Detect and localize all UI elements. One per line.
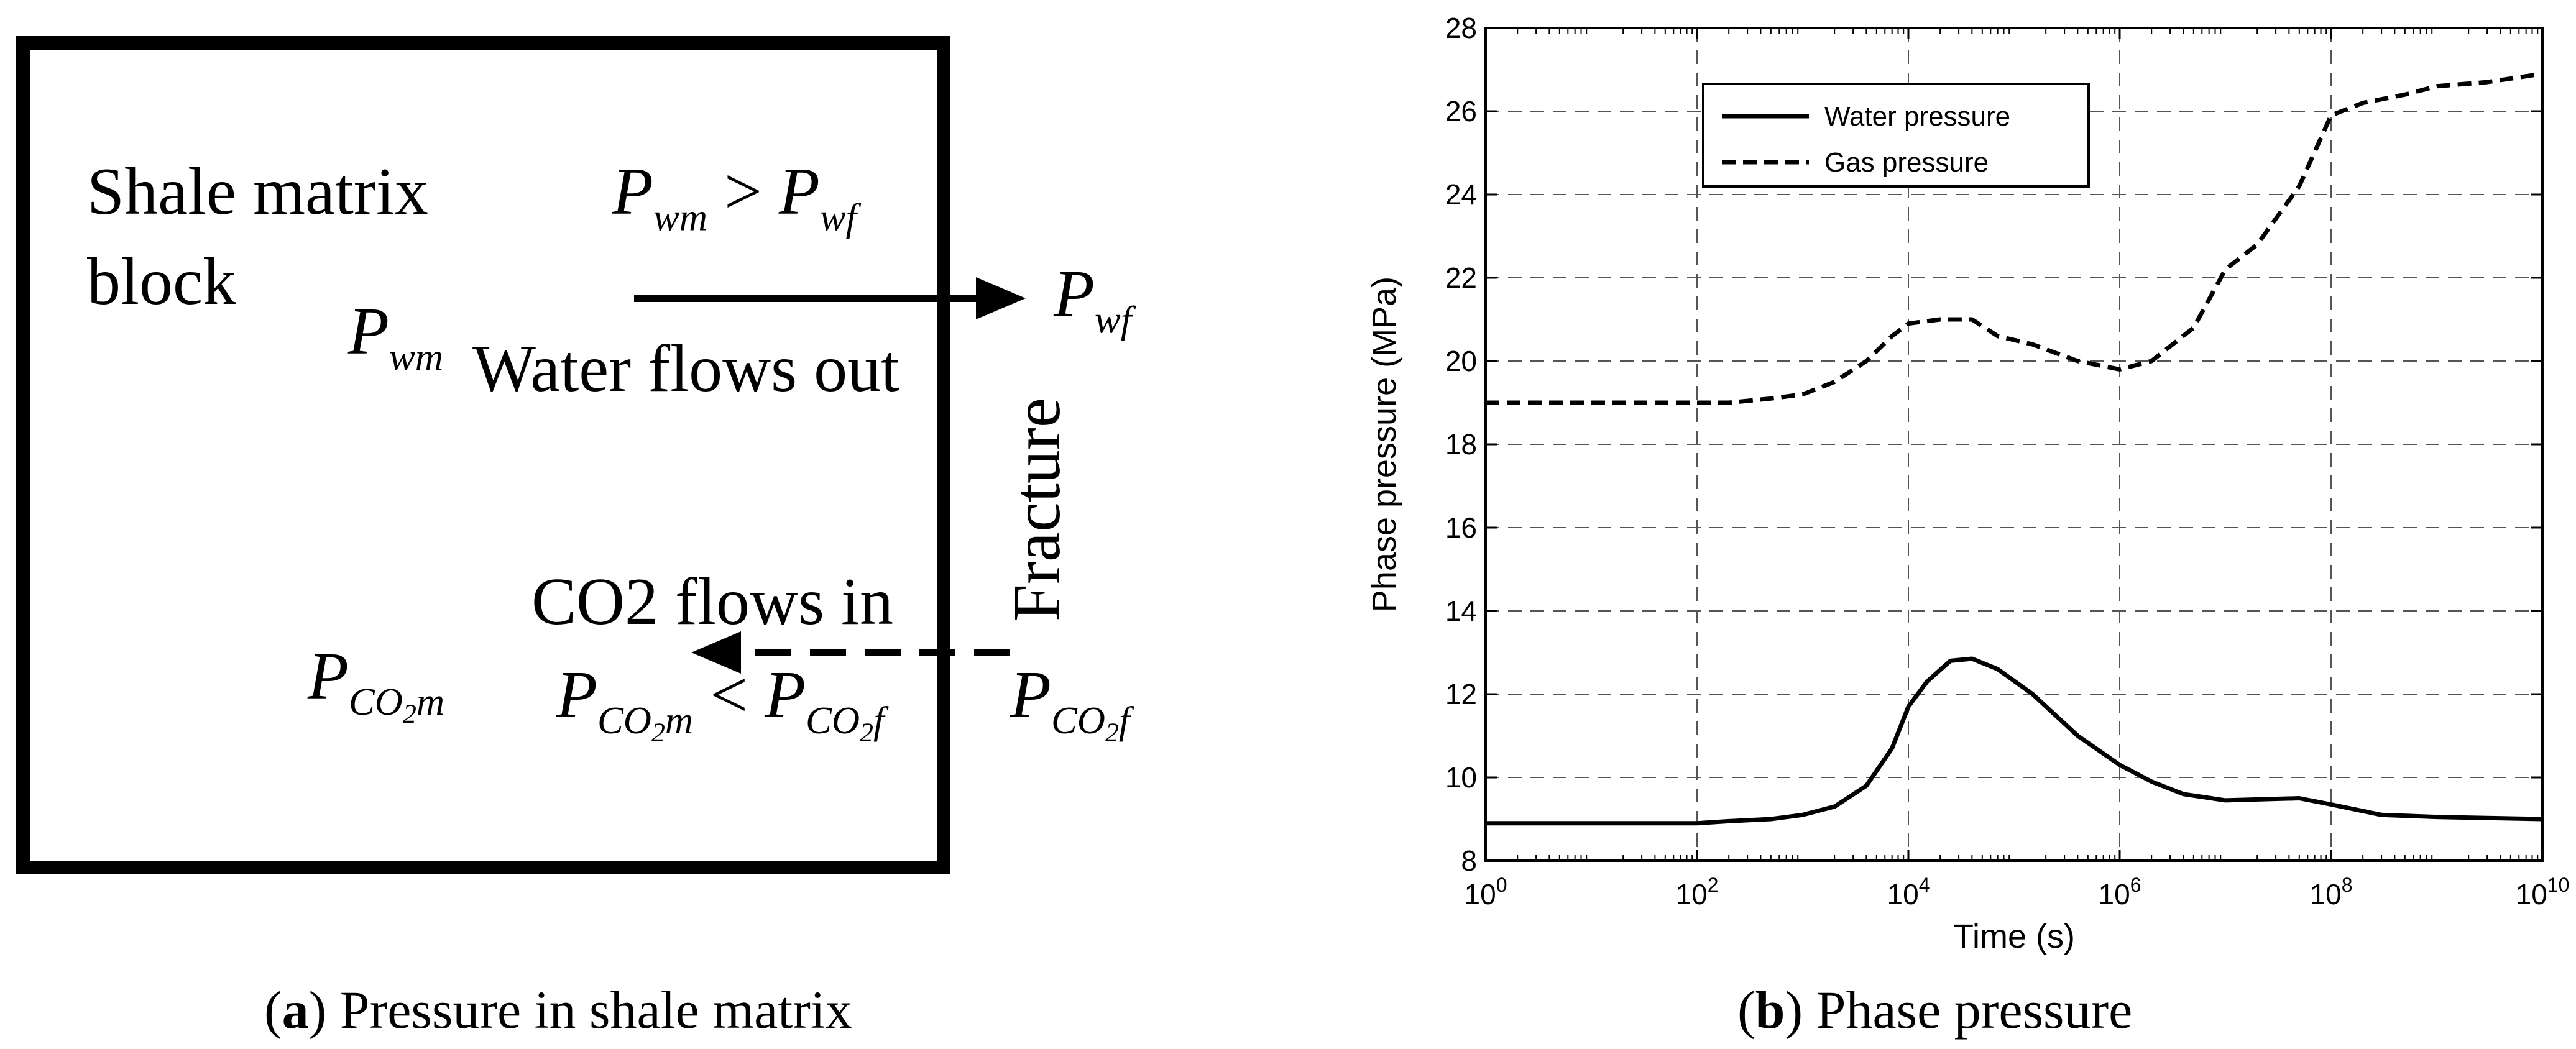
y-tick-label: 26 [1445,95,1477,127]
subscript-2: 2 [651,718,665,748]
subscript-co: CO [806,699,860,743]
caption-letter: b [1755,980,1785,1040]
phase-pressure-chart: 100 102 104 106 108 1010 8 10 12 14 16 18 20 22 24 26 28… [1366,12,2570,955]
subscript-f: f [873,699,885,743]
subscript-2: 2 [1105,718,1119,748]
p-symbol: P [765,658,806,732]
legend-box [1702,83,2090,188]
subscript-co2f: CO2f [806,699,885,746]
caption-text: Pressure in shale matrix [326,980,852,1040]
panel-a-diagram: Shale matrix block Pwm > Pwf Pwm Water f… [0,0,1181,1049]
y-tick-label: 22 [1445,262,1477,294]
caption-letter: a [282,980,309,1040]
p-symbol: P [348,295,389,369]
y-axis-title: Phase pressure (MPa) [1366,277,1403,612]
p-symbol: P [1010,658,1051,732]
co2-inflow-arrow [691,631,1010,674]
water-outflow-arrow [634,277,1026,319]
y-tick-label: 10 [1445,761,1477,794]
y-tick-label: 20 [1445,345,1477,377]
p-symbol: P [612,155,653,229]
p-wm-label: Pwm [348,298,443,377]
caption-text: Phase pressure [1803,980,2133,1040]
p-symbol: P [308,639,349,713]
p-symbol: P [556,658,597,732]
subscript-co: CO [348,680,403,724]
p-wf-label: Pwf [1054,261,1131,339]
caption-b: (b) Phase pressure [1737,980,2133,1040]
shale-matrix-block-outline [16,36,950,874]
x-tick-label: 102 [1676,874,1719,910]
y-tick-label: 8 [1461,845,1477,877]
p-co2m-label: PCO2m [308,643,444,728]
x-tick-label: 104 [1887,874,1930,910]
axis-ticks: 100 102 104 106 108 1010 8 10 12 14 16 18 20 22 24 26 28 [1445,12,2570,910]
subscript-m: m [416,680,445,724]
legend: Water pressure Gas pressure [1702,83,2090,188]
gas-pressure-line [1486,71,2543,405]
subscript-f: f [1118,699,1130,743]
subscript-co2m: CO2m [597,699,694,746]
y-tick-label: 24 [1445,178,1477,211]
subscript-2: 2 [402,699,416,730]
pressure-inequality-co2: PCO2m < PCO2f [556,662,884,747]
subscript-co2m: CO2m [348,680,445,728]
subscript-co: CO [597,699,651,743]
x-tick-label: 1010 [2516,874,2570,910]
greater-than-sign: > [724,155,762,229]
water-flow-label: Water flows out [472,332,900,406]
water-pressure-line [1486,656,2543,826]
pressure-inequality-water: Pwm > Pwf [612,158,857,237]
x-tick-label: 106 [2099,874,2141,910]
y-tick-label: 14 [1445,595,1477,627]
x-tick-label: 100 [1465,874,1507,910]
shale-matrix-label-line2: block [87,245,236,319]
subscript-wm: wm [653,195,707,239]
co2-flow-label: CO2 flows in [531,565,894,639]
y-tick-label: 28 [1445,12,1477,44]
y-tick-label: 12 [1445,678,1477,710]
subscript-co: CO [1051,699,1105,743]
series-lines [1486,71,2543,826]
subscript-wm: wm [389,335,443,379]
x-tick-label: 108 [2310,874,2353,910]
p-symbol: P [778,155,820,229]
x-axis-title: Time (s) [1953,918,2075,955]
subscript-co2f: CO2f [1051,699,1130,746]
subscript-m: m [665,699,694,743]
grid-lines [1486,28,2542,861]
subscript-wf: wf [819,195,857,239]
less-than-sign: < [710,658,748,732]
caption-a: (a) Pressure in shale matrix [264,980,852,1040]
subscript-wf: wf [1094,298,1132,342]
p-co2f-label: PCO2f [1010,662,1129,747]
flow-arrows [634,277,1026,674]
y-tick-label: 16 [1445,511,1477,544]
p-symbol: P [1054,257,1095,331]
shale-matrix-label-line1: Shale matrix [87,155,428,229]
legend-label: Water pressure [1824,101,2010,132]
legend-label: Gas pressure [1824,147,1989,178]
subscript-2: 2 [860,718,873,748]
y-tick-label: 18 [1445,428,1477,460]
